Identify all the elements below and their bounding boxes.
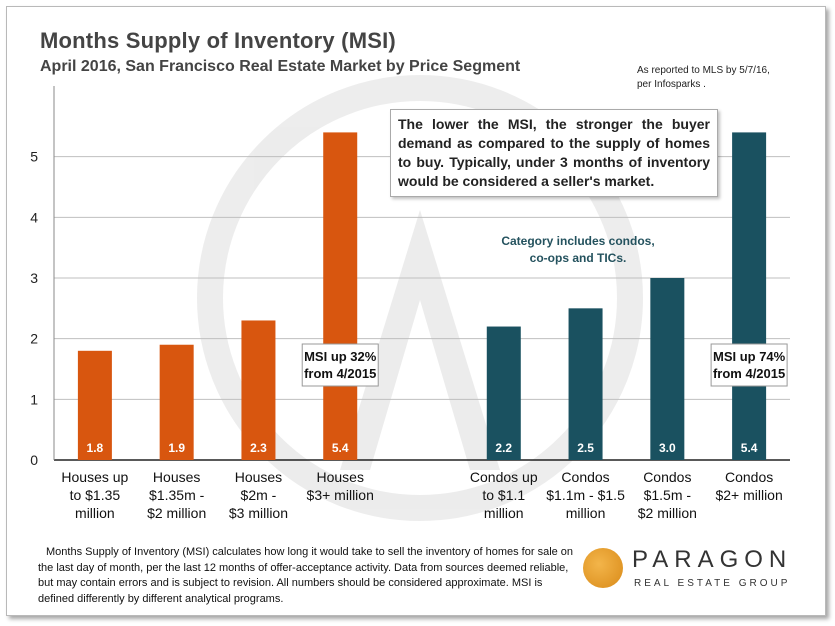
paragon-logo-icon — [583, 548, 623, 588]
callout-box — [301, 343, 379, 387]
data-label: 5.4 — [332, 441, 349, 455]
x-tick-label: $3+ million — [307, 487, 374, 503]
x-tick-label: to $1.35 — [70, 487, 121, 503]
bar — [486, 326, 521, 460]
data-label: 2.5 — [577, 441, 594, 455]
data-label: 1.9 — [168, 441, 185, 455]
watermark — [197, 75, 643, 521]
data-label: 2.2 — [495, 441, 512, 455]
x-tick-label: $2 million — [147, 505, 206, 521]
x-tick-label: Condos — [643, 469, 691, 485]
x-tick-label: $2 million — [638, 505, 697, 521]
y-tick-label: 3 — [30, 270, 38, 286]
data-label: 5.4 — [741, 441, 758, 455]
y-tick-label: 1 — [30, 391, 38, 407]
x-tick-label: million — [484, 505, 524, 521]
x-tick-label: $1.1m - $1.5 — [546, 487, 625, 503]
source-note: As reported to MLS by 5/7/16, per Infosp… — [637, 65, 770, 90]
x-tick-label: Houses — [316, 469, 363, 485]
data-label: 3.0 — [659, 441, 676, 455]
x-tick-label: $2+ million — [715, 487, 782, 503]
callout-text: MSI up 32% — [304, 349, 377, 364]
y-tick-label: 2 — [30, 331, 38, 347]
x-tick-label: $1.35m - — [149, 487, 205, 503]
bar — [568, 308, 603, 460]
x-tick-label: Condos up — [470, 469, 538, 485]
x-tick-label: Houses — [153, 469, 200, 485]
bar — [323, 132, 358, 460]
x-tick-label: $3 million — [229, 505, 288, 521]
x-tick-label: Condos — [561, 469, 609, 485]
data-label: 1.8 — [87, 441, 104, 455]
x-tick-label: $2m - — [241, 487, 277, 503]
chart-subtitle: April 2016, San Francisco Real Estate Ma… — [40, 58, 521, 75]
y-tick-label: 5 — [30, 149, 38, 165]
bar — [241, 320, 276, 460]
bar — [650, 278, 685, 460]
category-note: Category includes condos, co-ops and TIC… — [501, 234, 655, 265]
chart-frame — [6, 6, 826, 616]
x-tick-label: to $1.1 — [482, 487, 525, 503]
callout-text: from 4/2015 — [713, 366, 785, 381]
footnote: Months Supply of Inventory (MSI) calcula… — [38, 546, 574, 605]
data-label: 2.3 — [250, 441, 267, 455]
y-tick-label: 4 — [30, 209, 38, 225]
x-tick-label: million — [566, 505, 606, 521]
bar — [159, 344, 194, 460]
x-tick-label: Houses up — [61, 469, 128, 485]
x-tick-label: $1.5m - — [644, 487, 692, 503]
x-tick-label: million — [75, 505, 115, 521]
x-tick-label: Condos — [725, 469, 773, 485]
chart-title: Months Supply of Inventory (MSI) — [40, 28, 396, 53]
callout-box — [710, 343, 788, 387]
bar — [732, 132, 767, 460]
callout-text: from 4/2015 — [304, 366, 376, 381]
callout-text: MSI up 74% — [713, 349, 786, 364]
logo-tagline: REAL ESTATE GROUP — [634, 578, 791, 589]
bar — [77, 350, 112, 460]
y-tick-label: 0 — [30, 452, 38, 468]
x-tick-label: Houses — [235, 469, 282, 485]
logo-name: PARAGON — [632, 546, 793, 573]
annotation-box: The lower the MSI, the stronger the buye… — [390, 109, 718, 197]
